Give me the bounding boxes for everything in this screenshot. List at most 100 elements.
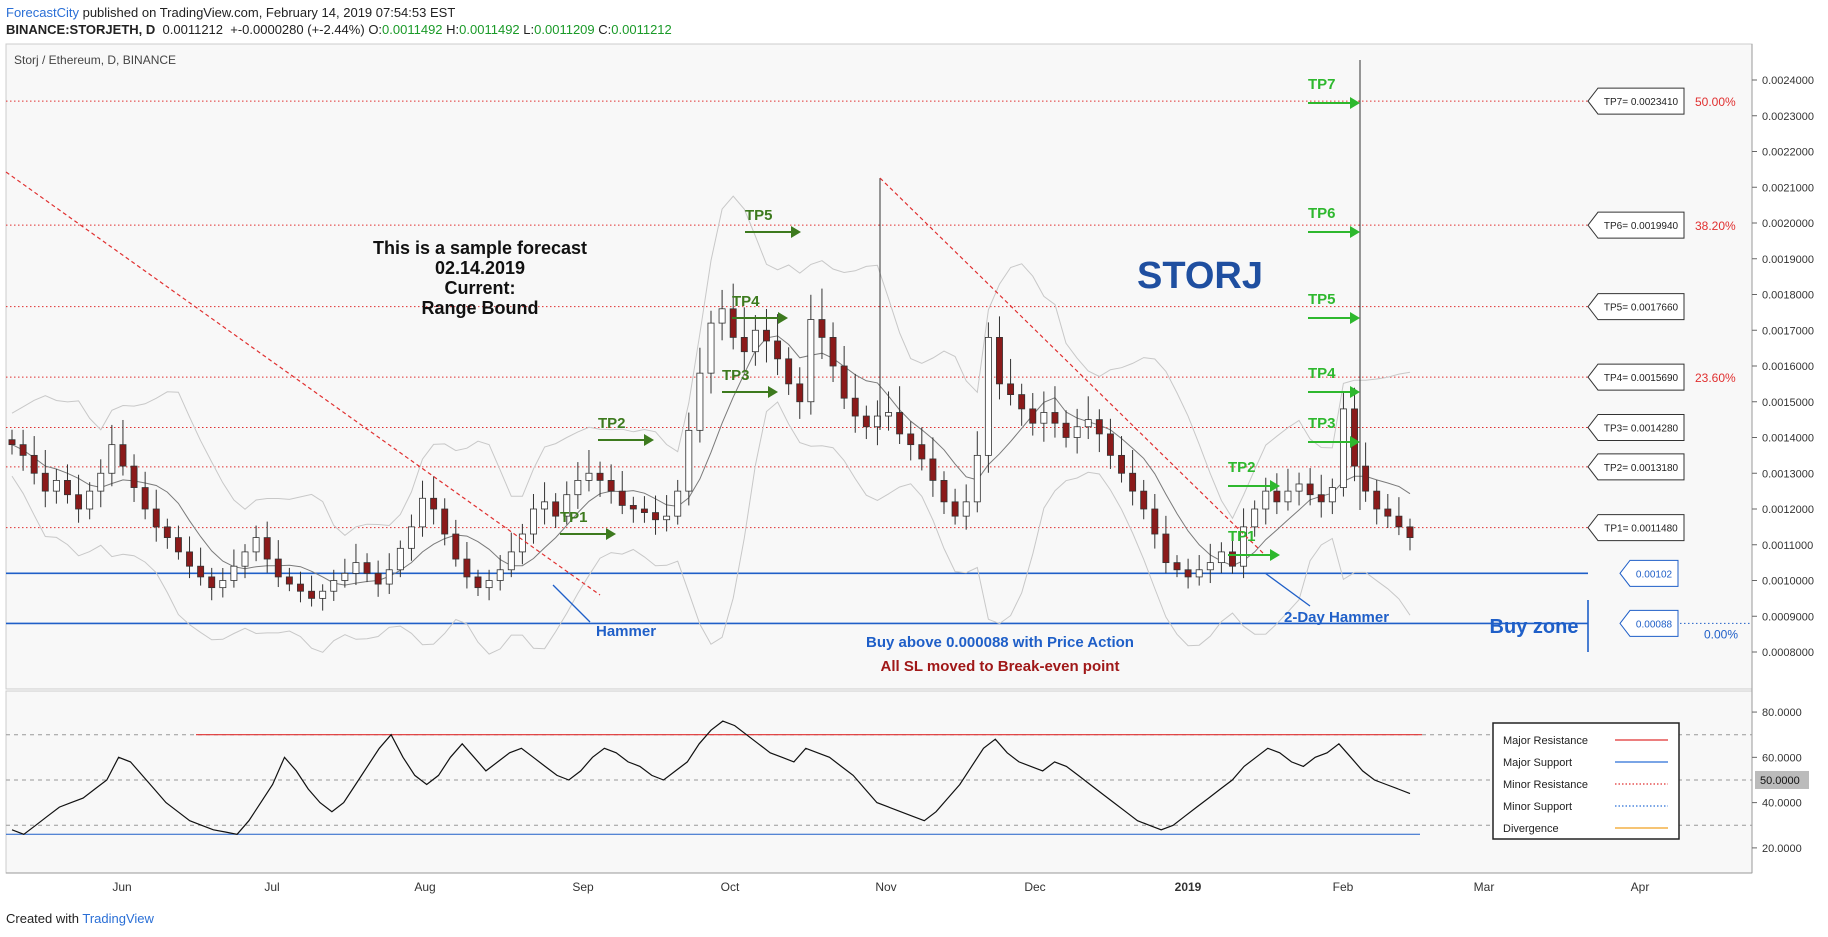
tp-callout [1587, 363, 1685, 391]
candle [407, 526, 415, 549]
right-tp-label: TP4 [1308, 365, 1336, 382]
legend-label: Major Support [1503, 757, 1572, 769]
candle [1373, 490, 1381, 510]
x-tick-label: Apr [1631, 880, 1650, 894]
legend-label: Divergence [1503, 823, 1559, 835]
right-tp-label: TP5 [1308, 291, 1336, 308]
x-tick-label: Mar [1474, 880, 1495, 894]
candle [1084, 419, 1092, 428]
rsi-current-badge [1755, 770, 1809, 789]
right-tp-arrowhead [1350, 97, 1360, 109]
candle [1095, 419, 1103, 435]
candle [341, 572, 349, 581]
candle [252, 537, 260, 553]
brand-link[interactable]: ForecastCity [6, 5, 79, 20]
candle [552, 501, 560, 517]
forecast-text: This is a sample forecast [373, 238, 587, 258]
tp-callout [1587, 293, 1685, 321]
candle [851, 397, 859, 417]
candle [230, 565, 238, 581]
left-tp-arrowhead [606, 528, 616, 540]
rsi-tick-label: 80.0000 [1762, 707, 1802, 719]
candle [640, 508, 648, 513]
hammer-label: Hammer [596, 623, 656, 640]
symbol-title: STORJ [1137, 255, 1263, 297]
candle [396, 547, 404, 571]
candle [740, 336, 748, 353]
candle [163, 526, 171, 539]
rsi-tick-label: 20.0000 [1762, 843, 1802, 855]
candle [1328, 487, 1336, 503]
right-tp-arrowhead [1350, 226, 1360, 238]
x-tick-label: Dec [1024, 880, 1045, 894]
candle [663, 515, 671, 521]
candle [629, 505, 637, 510]
left-tp-label: TP4 [732, 293, 760, 310]
candle [718, 308, 726, 324]
candle [64, 479, 71, 496]
candle [774, 340, 782, 360]
candle [751, 329, 759, 353]
support-callout-label: 0.00088 [1636, 619, 1673, 630]
legend-label: Minor Support [1503, 801, 1572, 813]
tp-callout-label: TP1= 0.0011480 [1604, 524, 1678, 535]
tp-callout-label: TP3= 0.0014280 [1604, 423, 1679, 434]
candle [1040, 412, 1048, 424]
candle [785, 358, 793, 385]
lower-band [11, 401, 1411, 655]
candle [1229, 551, 1236, 567]
price-change: +-0.0000280 (+-2.44%) [230, 22, 365, 37]
candle [940, 479, 948, 503]
candle [30, 454, 38, 474]
candle [1106, 433, 1114, 456]
candle [1362, 465, 1370, 492]
trendline-1 [5, 171, 601, 596]
y-tick-label: 0.0011000 [1762, 540, 1813, 552]
fib-label: 38.20% [1695, 219, 1736, 233]
tp-callout-label: TP5= 0.0017660 [1604, 303, 1679, 314]
candle [308, 590, 316, 599]
candle [241, 551, 249, 567]
candle [108, 444, 116, 474]
candle [485, 580, 493, 589]
candle [385, 569, 393, 585]
x-tick-label: Nov [875, 880, 896, 894]
candle [1206, 562, 1214, 571]
candle [862, 415, 870, 428]
stop-loss-text: All SL moved to Break-even point [881, 658, 1120, 675]
left-tp-arrowhead [768, 386, 778, 398]
candle [152, 508, 160, 528]
y-tick-label: 0.0023000 [1762, 111, 1814, 123]
candle [607, 479, 615, 492]
tp-callout-label: TP6= 0.0019940 [1604, 221, 1679, 232]
candle [729, 308, 737, 338]
two-day-hammer-label: 2-Day Hammer [1284, 609, 1389, 626]
high-value: 0.0011492 [459, 22, 520, 37]
candle [1162, 533, 1170, 564]
candle [696, 372, 704, 431]
candle [430, 497, 438, 510]
candle [1151, 508, 1159, 535]
footer: Created with TradingView [6, 911, 154, 926]
candle [763, 329, 770, 342]
candle [541, 501, 549, 510]
candle [973, 454, 981, 503]
tradingview-link[interactable]: TradingView [82, 911, 154, 926]
candle [840, 365, 848, 399]
candle [119, 444, 127, 467]
y-tick-label: 0.0014000 [1762, 433, 1814, 445]
candle [962, 501, 970, 517]
x-tick-label: Feb [1333, 880, 1354, 894]
candle [1184, 569, 1192, 578]
candle [8, 439, 16, 446]
candle [363, 562, 371, 574]
candle [1007, 383, 1015, 395]
fib-label: 23.60% [1695, 371, 1736, 385]
candle [285, 576, 293, 585]
candle [685, 429, 693, 492]
candle [263, 537, 271, 560]
legend: Major Resistance Major Support Minor Resis… [1492, 722, 1680, 840]
y-tick-label: 0.0022000 [1762, 147, 1814, 159]
candle [518, 533, 526, 553]
